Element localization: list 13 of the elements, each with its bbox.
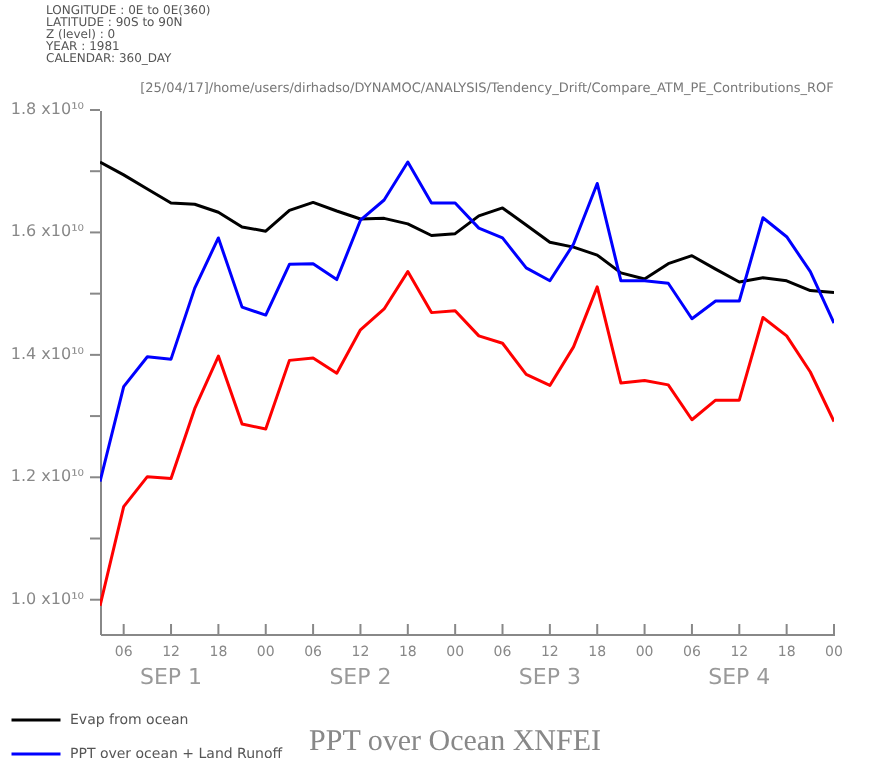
y-tick-label: 1.4 x10¹⁰ <box>10 344 84 363</box>
y-tick-label: 1.2 x10¹⁰ <box>10 467 84 486</box>
y-tick-label: 1.0 x10¹⁰ <box>10 589 84 608</box>
line-series <box>100 270 834 608</box>
line-series <box>100 160 834 484</box>
text: SEP 4 <box>708 664 771 690</box>
y-tick-label: 1.8 x10¹⁰ <box>10 100 84 118</box>
text: PPT over Ocean XNFEI <box>309 726 601 758</box>
y-tick-label: 1.6 x10¹⁰ <box>10 222 84 241</box>
text: SEP 2 <box>329 664 392 690</box>
text: SEP 1 <box>139 664 203 690</box>
line-series <box>100 160 834 294</box>
text: SEP 3 <box>518 664 581 690</box>
